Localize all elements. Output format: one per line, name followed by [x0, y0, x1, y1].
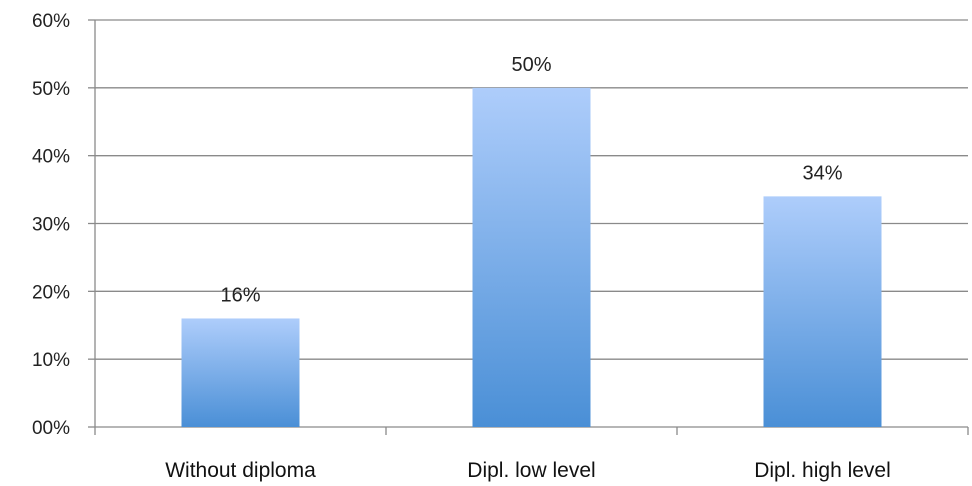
bar-2	[472, 87, 591, 427]
data-label-1: 16%	[220, 284, 260, 306]
x-category-label-2: Dipl. low level	[467, 459, 595, 482]
x-category-label-3: Dipl. high level	[754, 459, 891, 482]
data-label-3: 34%	[802, 162, 842, 184]
bar-3	[763, 196, 882, 427]
y-tick-label: 60%	[32, 11, 70, 32]
data-label-2: 50%	[511, 54, 551, 76]
y-tick-label: 40%	[32, 147, 70, 168]
y-tick-label: 20%	[32, 282, 70, 303]
y-tick-label: 00%	[32, 418, 70, 439]
axes	[88, 19, 969, 435]
labels: 00% 10% 20% 30% 40% 50% 60% 16% Without diploma 5…	[32, 11, 891, 482]
y-tick-label: 10%	[32, 350, 70, 371]
bar-1	[181, 318, 300, 427]
bars	[181, 87, 882, 427]
y-tick-label: 30%	[32, 215, 70, 236]
x-category-label-1: Without diploma	[165, 459, 316, 482]
y-tick-label: 50%	[32, 79, 70, 100]
